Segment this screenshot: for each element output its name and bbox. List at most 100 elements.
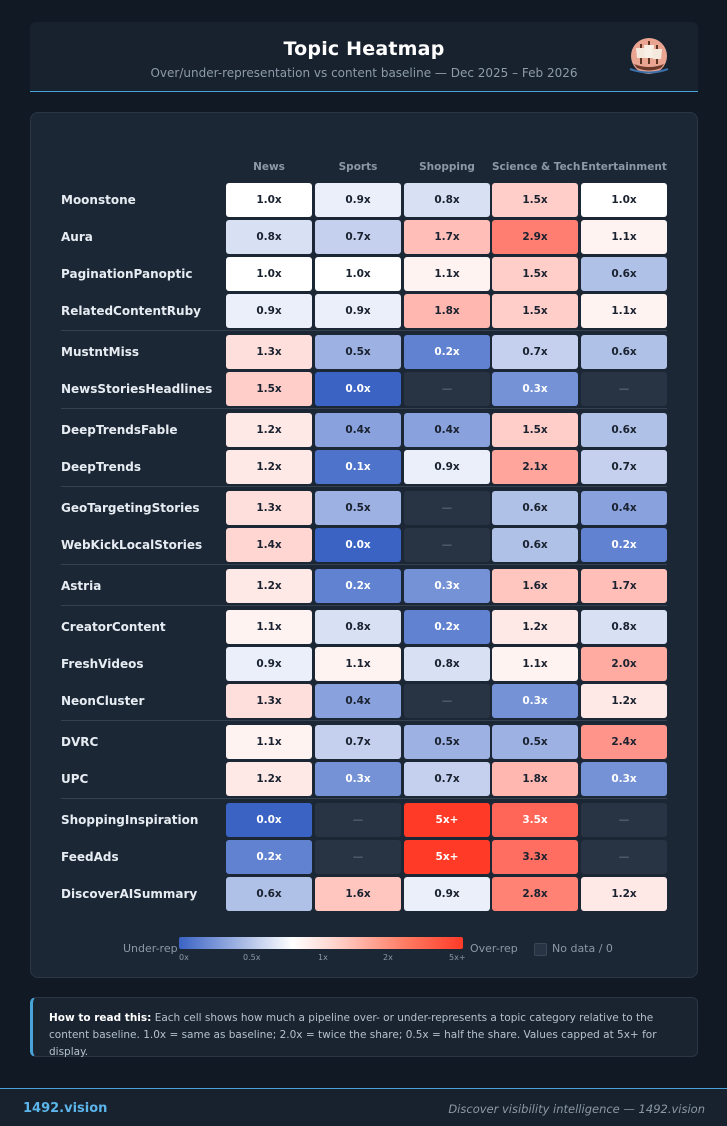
- heatmap-cell[interactable]: —: [581, 803, 667, 837]
- heatmap-cell[interactable]: 1.2x: [581, 684, 667, 718]
- heatmap-cell[interactable]: 1.0x: [315, 257, 401, 291]
- heatmap-cell[interactable]: 0.3x: [581, 762, 667, 796]
- heatmap-cell[interactable]: 1.5x: [492, 413, 578, 447]
- heatmap-cell[interactable]: 0.9x: [404, 877, 490, 911]
- row-label: CreatorContent: [61, 620, 166, 634]
- heatmap-cell[interactable]: 2.9x: [492, 220, 578, 254]
- heatmap-cell[interactable]: 1.2x: [226, 413, 312, 447]
- heatmap-cell[interactable]: 2.0x: [581, 647, 667, 681]
- heatmap-cell[interactable]: —: [315, 840, 401, 874]
- heatmap-cell[interactable]: 1.2x: [226, 569, 312, 603]
- heatmap-cell[interactable]: 0.2x: [404, 610, 490, 644]
- heatmap-cell[interactable]: 1.5x: [492, 294, 578, 328]
- heatmap-cell[interactable]: —: [581, 372, 667, 406]
- heatmap-cell[interactable]: 0.9x: [404, 450, 490, 484]
- row-label: WebKickLocalStories: [61, 538, 203, 552]
- heatmap-cell[interactable]: 0.1x: [315, 450, 401, 484]
- heatmap-cell[interactable]: 1.0x: [581, 183, 667, 217]
- heatmap-cell[interactable]: 0.6x: [581, 257, 667, 291]
- heatmap-cell[interactable]: 0.5x: [315, 335, 401, 369]
- heatmap-cell[interactable]: 0.7x: [404, 762, 490, 796]
- heatmap-cell[interactable]: 0.6x: [492, 528, 578, 562]
- heatmap-cell[interactable]: 1.0x: [226, 257, 312, 291]
- heatmap-cell[interactable]: 1.2x: [226, 762, 312, 796]
- heatmap-cell[interactable]: 1.1x: [404, 257, 490, 291]
- heatmap-cell[interactable]: 1.3x: [226, 335, 312, 369]
- heatmap-cell[interactable]: 0.3x: [492, 684, 578, 718]
- heatmap-cell[interactable]: 0.2x: [404, 335, 490, 369]
- heatmap-cell[interactable]: 1.5x: [492, 257, 578, 291]
- heatmap-cell[interactable]: 1.2x: [226, 450, 312, 484]
- heatmap-cell[interactable]: 1.5x: [492, 183, 578, 217]
- heatmap-cell[interactable]: 1.4x: [226, 528, 312, 562]
- heatmap-cell[interactable]: 0.2x: [226, 840, 312, 874]
- heatmap-cell[interactable]: 1.1x: [581, 294, 667, 328]
- heatmap-cell[interactable]: 0.7x: [581, 450, 667, 484]
- heatmap-cell[interactable]: 1.1x: [581, 220, 667, 254]
- heatmap-cell[interactable]: 0.8x: [404, 647, 490, 681]
- heatmap-cell[interactable]: 0.0x: [315, 528, 401, 562]
- heatmap-cell[interactable]: 1.5x: [226, 372, 312, 406]
- heatmap-cell[interactable]: 1.0x: [226, 183, 312, 217]
- heatmap-cell[interactable]: 5x+: [404, 840, 490, 874]
- heatmap-cell[interactable]: 0.0x: [226, 803, 312, 837]
- heatmap-cell[interactable]: 0.9x: [315, 294, 401, 328]
- heatmap-cell[interactable]: 0.6x: [492, 491, 578, 525]
- row-label: RelatedContentRuby: [61, 304, 201, 318]
- heatmap-cell[interactable]: 3.5x: [492, 803, 578, 837]
- heatmap-cell[interactable]: 0.5x: [315, 491, 401, 525]
- heatmap-cell[interactable]: 0.8x: [315, 610, 401, 644]
- heatmap-cell[interactable]: 0.6x: [226, 877, 312, 911]
- heatmap-cell[interactable]: 0.3x: [492, 372, 578, 406]
- heatmap-cell[interactable]: 0.0x: [315, 372, 401, 406]
- heatmap-cell[interactable]: —: [315, 803, 401, 837]
- heatmap-cell[interactable]: 5x+: [404, 803, 490, 837]
- heatmap-cell[interactable]: 0.9x: [315, 183, 401, 217]
- heatmap-cell[interactable]: 1.1x: [226, 610, 312, 644]
- heatmap-cell[interactable]: 0.8x: [581, 610, 667, 644]
- heatmap-cell[interactable]: 2.8x: [492, 877, 578, 911]
- heatmap-cell[interactable]: —: [404, 491, 490, 525]
- heatmap-cell[interactable]: 0.8x: [404, 183, 490, 217]
- heatmap-cell[interactable]: —: [404, 528, 490, 562]
- heatmap-cell[interactable]: 0.4x: [315, 684, 401, 718]
- heatmap-cell[interactable]: 0.7x: [315, 725, 401, 759]
- heatmap-cell[interactable]: 0.7x: [315, 220, 401, 254]
- heatmap-cell[interactable]: 2.1x: [492, 450, 578, 484]
- heatmap-cell[interactable]: 1.1x: [492, 647, 578, 681]
- heatmap-cell[interactable]: 0.4x: [581, 491, 667, 525]
- heatmap-cell[interactable]: 1.2x: [581, 877, 667, 911]
- heatmap-cell[interactable]: 0.3x: [315, 762, 401, 796]
- heatmap-cell[interactable]: 1.6x: [492, 569, 578, 603]
- heatmap-cell[interactable]: 0.8x: [226, 220, 312, 254]
- heatmap-cell[interactable]: 0.7x: [492, 335, 578, 369]
- heatmap-cell[interactable]: 0.9x: [226, 294, 312, 328]
- heatmap-cell[interactable]: 1.1x: [315, 647, 401, 681]
- heatmap-cell[interactable]: 1.6x: [315, 877, 401, 911]
- heatmap-cell[interactable]: 0.6x: [581, 335, 667, 369]
- heatmap-cell[interactable]: —: [404, 372, 490, 406]
- heatmap-cell[interactable]: 0.5x: [404, 725, 490, 759]
- heatmap-cell[interactable]: —: [581, 840, 667, 874]
- heatmap-cell[interactable]: 1.7x: [581, 569, 667, 603]
- heatmap-cell[interactable]: 1.2x: [492, 610, 578, 644]
- heatmap-cell[interactable]: 1.7x: [404, 220, 490, 254]
- heatmap-cell[interactable]: 1.3x: [226, 684, 312, 718]
- heatmap-cell[interactable]: —: [404, 684, 490, 718]
- heatmap-cell[interactable]: 0.4x: [315, 413, 401, 447]
- heatmap-cell[interactable]: 0.2x: [581, 528, 667, 562]
- heatmap-cell[interactable]: 0.9x: [226, 647, 312, 681]
- footer-brand-link[interactable]: 1492.vision: [23, 1101, 108, 1116]
- heatmap-cell[interactable]: 0.2x: [315, 569, 401, 603]
- heatmap-cell[interactable]: 0.6x: [581, 413, 667, 447]
- heatmap-cell[interactable]: 0.3x: [404, 569, 490, 603]
- heatmap-cell[interactable]: 1.8x: [404, 294, 490, 328]
- heatmap-cell[interactable]: 1.3x: [226, 491, 312, 525]
- heatmap-cell[interactable]: 3.3x: [492, 840, 578, 874]
- heatmap-cell[interactable]: 0.5x: [492, 725, 578, 759]
- heatmap-cell[interactable]: 1.1x: [226, 725, 312, 759]
- row-label: DVRC: [61, 735, 99, 749]
- heatmap-cell[interactable]: 0.4x: [404, 413, 490, 447]
- heatmap-cell[interactable]: 2.4x: [581, 725, 667, 759]
- heatmap-cell[interactable]: 1.8x: [492, 762, 578, 796]
